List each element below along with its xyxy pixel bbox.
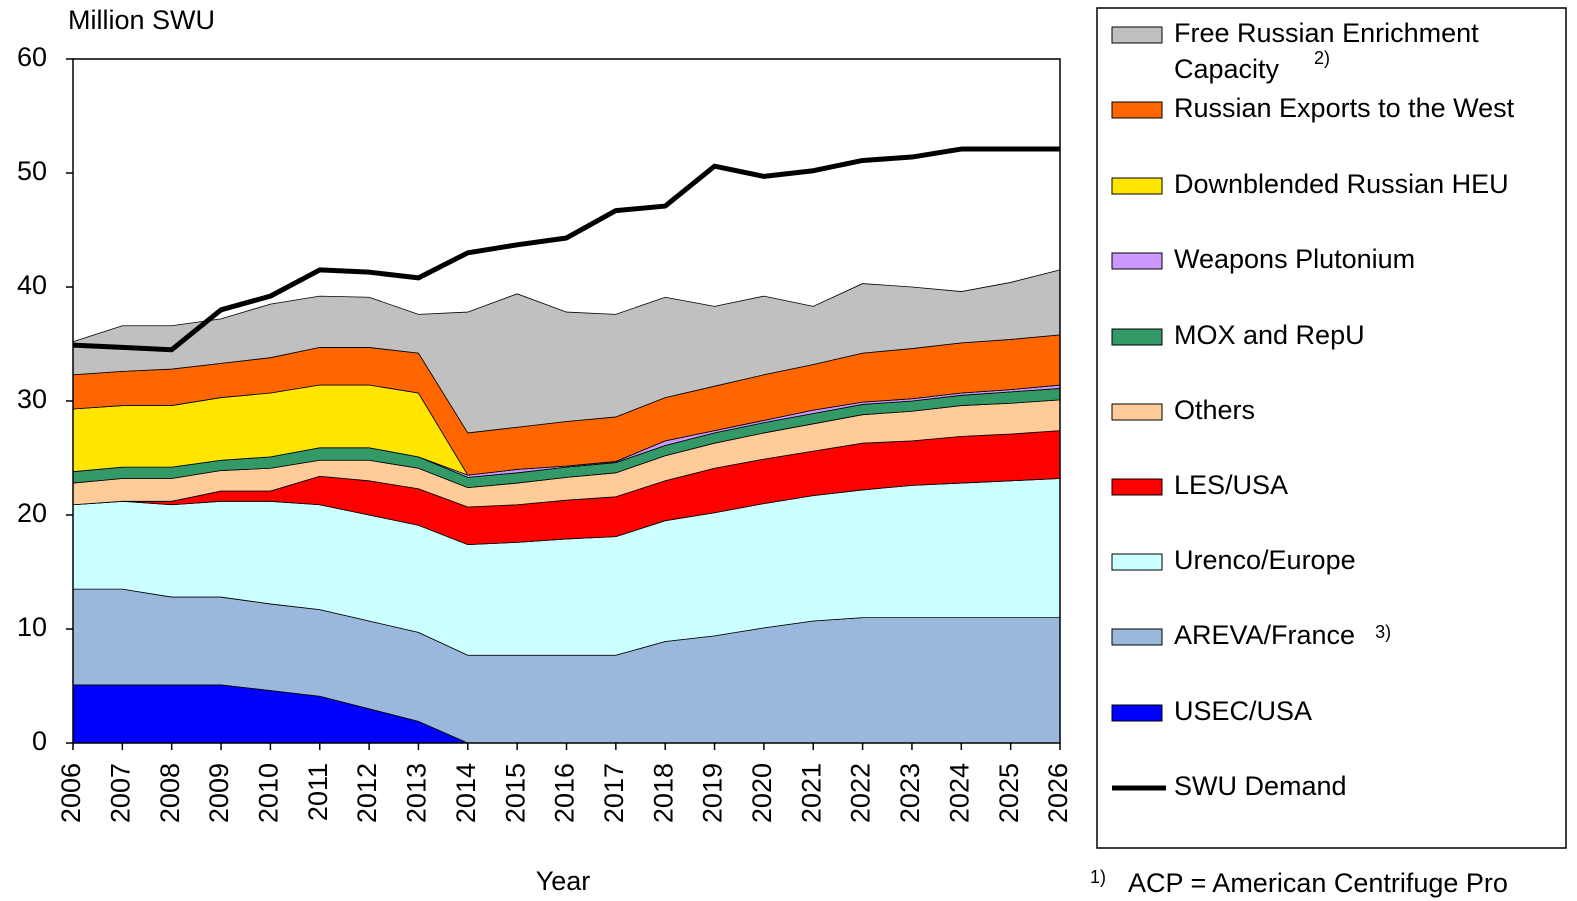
y-axis-label: Million SWU bbox=[68, 5, 215, 35]
legend-label: Weapons Plutonium bbox=[1174, 244, 1415, 274]
legend-swatch bbox=[1111, 553, 1163, 571]
legend-swatch bbox=[1111, 101, 1163, 119]
legend-swatch bbox=[1111, 403, 1163, 421]
legend-box bbox=[1096, 7, 1567, 849]
legend-label: MOX and RepU bbox=[1174, 320, 1365, 350]
x-tick-label: 2018 bbox=[648, 763, 678, 823]
x-tick-label: 2024 bbox=[944, 763, 974, 823]
x-tick-label: 2025 bbox=[994, 763, 1024, 823]
x-tick-label: 2008 bbox=[155, 763, 185, 823]
legend-swatch bbox=[1111, 177, 1163, 195]
y-tick-label: 10 bbox=[17, 612, 47, 642]
footnote: ACP = American Centrifuge Pro bbox=[1128, 868, 1508, 898]
legend-label: LES/USA bbox=[1174, 470, 1288, 500]
x-tick-label: 2015 bbox=[500, 763, 530, 823]
legend-swatch bbox=[1111, 704, 1163, 722]
y-tick-label: 50 bbox=[17, 156, 47, 186]
legend-label-line: Capacity bbox=[1174, 54, 1280, 84]
x-tick-label: 2013 bbox=[402, 763, 432, 823]
footnote-marker: 1) bbox=[1090, 867, 1106, 887]
legend-label-line: Free Russian Enrichment bbox=[1174, 18, 1479, 48]
y-tick-label: 30 bbox=[17, 384, 47, 414]
x-tick-label: 2010 bbox=[254, 763, 284, 823]
x-tick-label: 2022 bbox=[846, 763, 876, 823]
legend-swatch bbox=[1111, 252, 1163, 270]
legend-label: USEC/USA bbox=[1174, 696, 1312, 726]
x-tick-label: 2011 bbox=[303, 763, 333, 821]
legend-label: SWU Demand bbox=[1174, 771, 1347, 801]
x-tick-label: 2026 bbox=[1043, 763, 1073, 823]
y-tick-label: 20 bbox=[17, 498, 47, 528]
legend-label: AREVA/France bbox=[1174, 620, 1355, 650]
x-tick-label: 2017 bbox=[599, 763, 629, 823]
x-tick-label: 2023 bbox=[895, 763, 925, 823]
x-tick-label: 2012 bbox=[352, 763, 382, 823]
x-tick-label: 2020 bbox=[747, 763, 777, 823]
demand-line bbox=[72, 146, 1060, 353]
x-tick-label: 2019 bbox=[698, 763, 728, 823]
legend-label: Others bbox=[1174, 395, 1255, 425]
legend-label: Urenco/Europe bbox=[1174, 545, 1356, 575]
legend-note: 2) bbox=[1314, 48, 1330, 68]
y-tick-label: 60 bbox=[17, 42, 47, 72]
x-tick-label: 2006 bbox=[56, 763, 86, 823]
x-axis-label: Year bbox=[536, 866, 591, 896]
legend-label: Free Russian Enrichment Capacity bbox=[1174, 18, 1479, 84]
legend-note: 3) bbox=[1375, 622, 1391, 642]
x-tick-label: 2021 bbox=[796, 763, 826, 823]
legend-swatch bbox=[1111, 328, 1163, 346]
legend-label: Downblended Russian HEU bbox=[1174, 169, 1509, 199]
x-tick-label: 2014 bbox=[451, 763, 481, 823]
legend-swatch bbox=[1111, 26, 1163, 44]
legend-swatch bbox=[1111, 628, 1163, 646]
y-tick-label: 40 bbox=[17, 270, 47, 300]
x-tick-label: 2016 bbox=[550, 763, 580, 823]
x-tick-label: 2009 bbox=[204, 763, 234, 823]
x-tick-label: 2007 bbox=[105, 763, 135, 823]
legend-swatch bbox=[1111, 478, 1163, 496]
y-tick-label: 0 bbox=[32, 726, 47, 756]
legend-label: Russian Exports to the West bbox=[1174, 93, 1515, 123]
